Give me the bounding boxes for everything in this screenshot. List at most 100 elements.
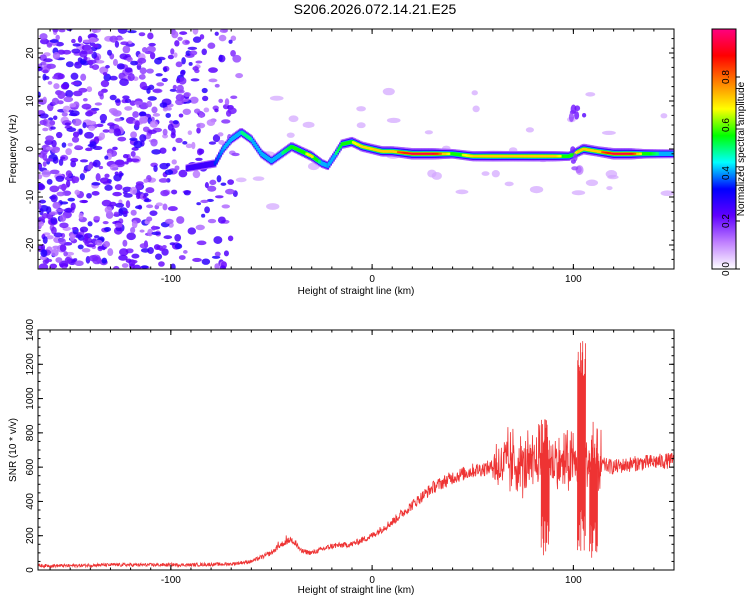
signal-cell [477, 154, 480, 158]
noise-blob [139, 229, 145, 233]
noise-blob [117, 136, 127, 142]
noise-blob [114, 40, 120, 48]
noise-blob [78, 128, 83, 135]
signal-cell [229, 137, 232, 143]
signal-cell [464, 154, 468, 157]
noise-blob [64, 256, 72, 264]
signal-cell [222, 146, 225, 151]
signal-cell [470, 154, 473, 158]
noise-blob [212, 134, 221, 143]
noise-blob [164, 169, 174, 176]
signal-cell [265, 155, 269, 161]
noise-blob [103, 73, 112, 82]
noise-blob [122, 95, 130, 100]
noise-blob [230, 35, 237, 41]
signal-cell [611, 152, 614, 155]
signal-cell [374, 148, 378, 152]
signal-cell [509, 154, 513, 158]
signal-cell [199, 162, 203, 169]
noise-blob [46, 63, 56, 69]
snr-y-label: SNR (10 * v/v) [8, 418, 19, 482]
signal-cell [344, 141, 348, 145]
noise-blob [185, 143, 193, 149]
signal-cell [356, 143, 359, 146]
snr-x-tick-label: -100 [161, 575, 181, 586]
signal-cell [633, 152, 637, 155]
noise-blob [151, 225, 156, 231]
signal-cell [571, 152, 575, 157]
signal-cell [329, 159, 332, 164]
noise-blob [213, 236, 223, 244]
noise-blob [38, 91, 41, 98]
signal-cell [367, 146, 370, 150]
noise-blob [161, 77, 168, 82]
noise-blob [154, 57, 163, 65]
colorbar-gradient [711, 28, 737, 270]
figure-title: S206.2026.072.14.21.E25 [294, 1, 457, 17]
noise-blob [122, 186, 133, 192]
noise-blob [219, 265, 226, 269]
noise-blob [72, 131, 80, 138]
spectrogram-y-tick-label: -20 [25, 237, 36, 252]
noise-blob [109, 164, 119, 171]
noise-blob [175, 61, 183, 68]
noise-blob [51, 226, 57, 235]
noise-blob [92, 159, 101, 168]
signal-cell [561, 154, 565, 158]
noise-blob [217, 216, 226, 224]
noise-blob [266, 203, 280, 210]
spectrogram-x-tick-label: 100 [565, 274, 582, 285]
noise-blob [230, 95, 238, 100]
snr-y-tick-label: 400 [25, 493, 36, 510]
noise-blob [151, 106, 158, 114]
signal-cell [305, 152, 308, 156]
noise-blob [176, 77, 181, 84]
noise-blob [129, 263, 135, 269]
noise-blob [171, 159, 177, 165]
signal-cell [378, 149, 382, 153]
noise-blob [122, 239, 128, 247]
noise-blob [201, 48, 207, 56]
noise-blob [146, 88, 151, 94]
noise-blob [114, 99, 121, 103]
signal-cell [357, 143, 361, 147]
signal-cell [578, 149, 582, 153]
noise-blob [175, 137, 183, 144]
signal-cell [613, 153, 617, 155]
noise-blob [52, 245, 60, 250]
noise-blob [38, 202, 42, 210]
noise-blob [208, 78, 218, 83]
noise-blob [70, 72, 79, 80]
signal-cell [460, 153, 463, 157]
noise-blob [137, 204, 143, 210]
signal-cell [502, 154, 506, 158]
noise-blob [66, 29, 73, 32]
signal-cell [361, 145, 365, 149]
noise-blob [45, 235, 54, 240]
noise-blob [124, 67, 133, 73]
noise-blob [165, 162, 171, 167]
noise-blob [63, 208, 73, 213]
signal-cell [387, 150, 390, 153]
signal-cell [189, 164, 193, 171]
signal-cell [240, 131, 244, 135]
noise-blob [138, 32, 146, 37]
signal-cell [540, 154, 544, 158]
noise-blob [109, 35, 118, 43]
noise-blob [167, 123, 174, 131]
signal-cell [436, 152, 440, 155]
signal-cell [250, 137, 254, 143]
signal-cell [466, 154, 469, 157]
noise-blob [133, 140, 143, 149]
signal-cell [336, 149, 339, 153]
signal-cell [618, 153, 621, 155]
noise-blob [159, 147, 167, 154]
noise-blob [139, 67, 147, 75]
noise-blob [149, 52, 156, 60]
signal-cell [643, 152, 647, 156]
noise-blob [144, 51, 153, 55]
signal-cell [196, 163, 200, 170]
noise-blob [70, 160, 77, 168]
noise-blob [50, 126, 56, 130]
noise-blob [55, 175, 65, 182]
